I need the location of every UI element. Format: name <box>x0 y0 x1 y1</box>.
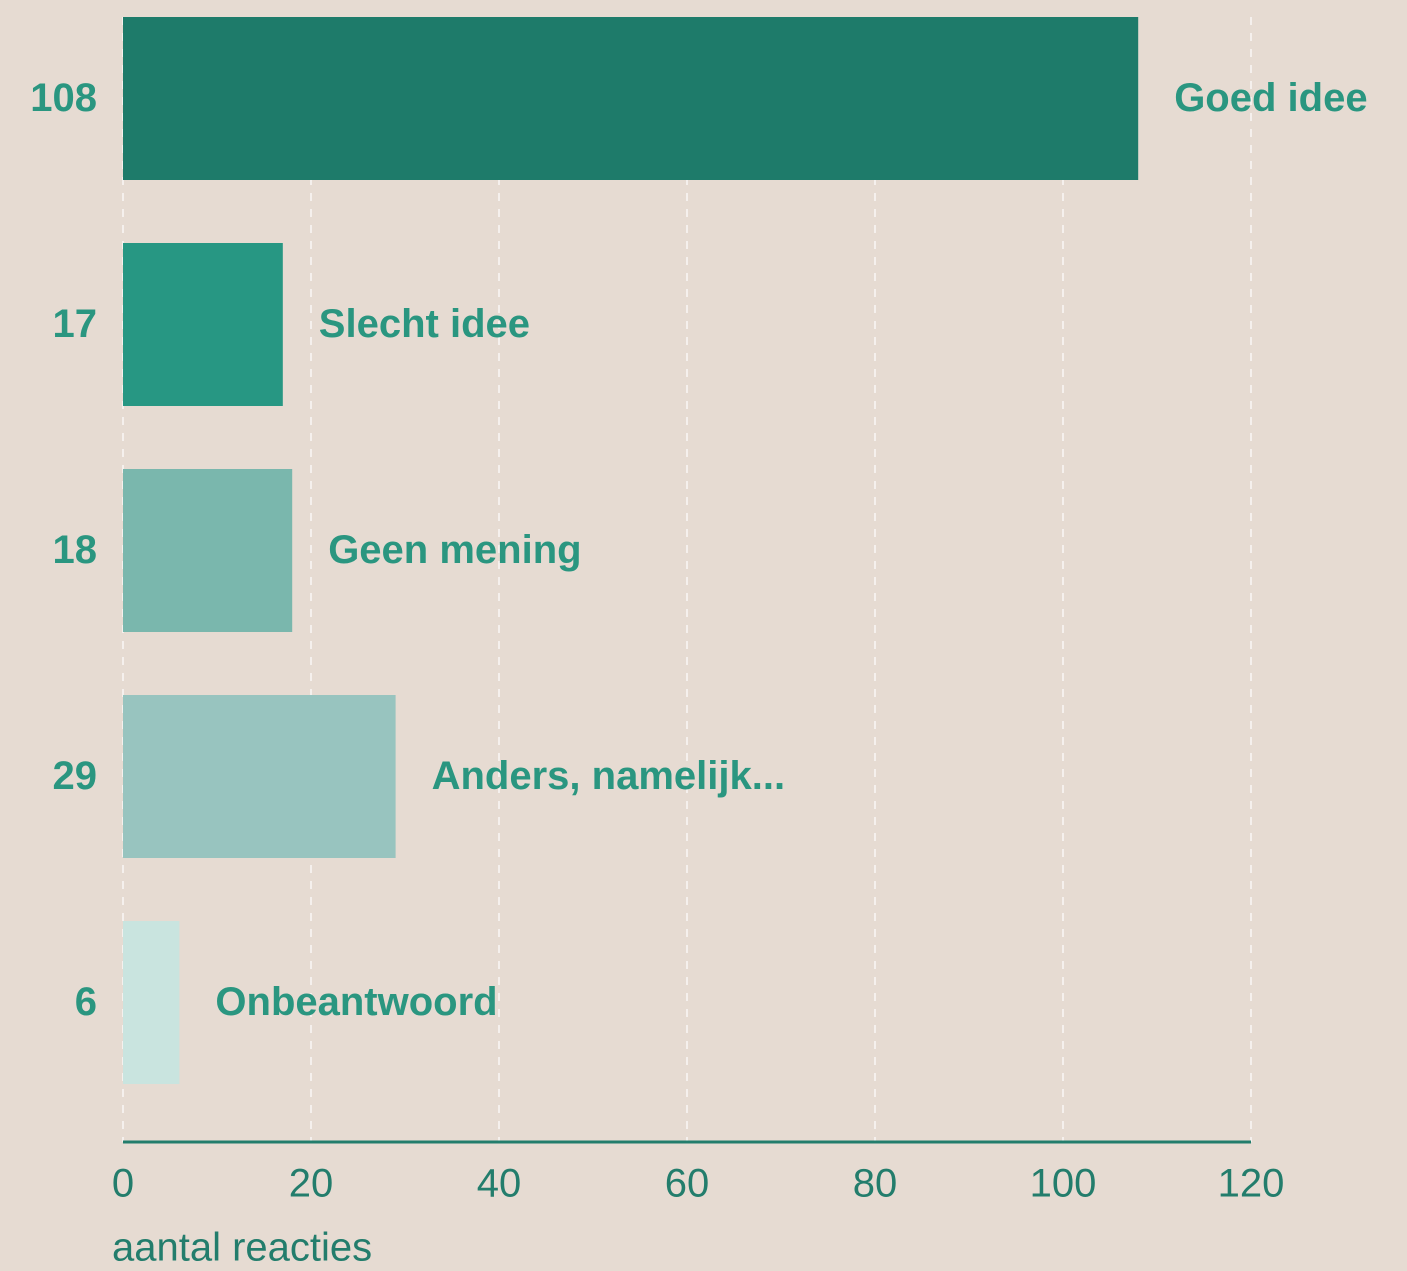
value-label: 108 <box>30 76 97 120</box>
value-label: 18 <box>53 528 98 572</box>
value-label: 29 <box>53 754 98 798</box>
category-label: Onbeantwoord <box>215 980 497 1024</box>
x-tick-label: 100 <box>1030 1162 1097 1206</box>
bar <box>123 695 396 858</box>
value-label: 17 <box>53 302 98 346</box>
x-axis-label: aantal reacties <box>112 1226 372 1270</box>
bar <box>123 17 1139 180</box>
bar <box>123 243 283 406</box>
x-tick-label: 20 <box>289 1162 334 1206</box>
x-tick-label: 120 <box>1218 1162 1285 1206</box>
bar <box>123 921 180 1084</box>
x-tick-label: 40 <box>477 1162 522 1206</box>
bar <box>123 469 293 632</box>
category-label: Slecht idee <box>319 302 530 346</box>
x-tick-label: 60 <box>665 1162 710 1206</box>
category-label: Anders, namelijk... <box>432 754 785 798</box>
category-label: Geen mening <box>328 528 581 572</box>
category-label: Goed idee <box>1174 76 1367 120</box>
value-label: 6 <box>75 980 97 1024</box>
x-tick-label: 0 <box>112 1162 134 1206</box>
x-tick-label: 80 <box>853 1162 898 1206</box>
